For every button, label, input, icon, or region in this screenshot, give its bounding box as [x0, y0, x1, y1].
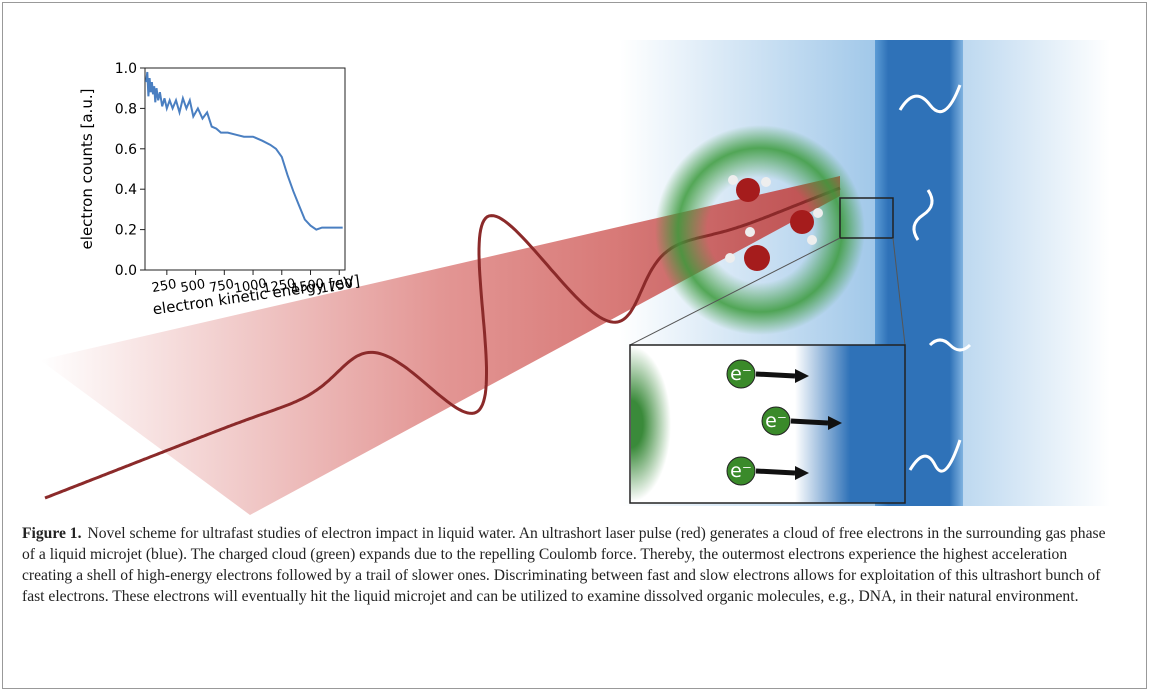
- caption: Figure 1. Novel scheme for ultrafast stud…: [22, 523, 1117, 607]
- zoom-line: [892, 237, 906, 346]
- inset-chart: electron counts [a.u.] electron kinetic …: [78, 61, 361, 319]
- water-molecules: [725, 175, 823, 271]
- x-tick-label: 1000: [233, 276, 268, 297]
- y-tick-label: 0.6: [115, 142, 137, 158]
- x-tick-label: 500: [179, 277, 206, 296]
- zoom-box: [839, 197, 894, 239]
- electron-label: e⁻: [730, 460, 752, 482]
- dna: [898, 84, 972, 473]
- x-tick-label: 1500: [290, 276, 325, 297]
- x-tick-label: 750: [208, 277, 235, 296]
- y-tick-label: 0.8: [115, 101, 137, 117]
- y-axis-label: electron counts [a.u.]: [78, 89, 96, 250]
- laser-beam: [40, 176, 840, 515]
- plot-area: [144, 67, 346, 271]
- x-tick-label: 250: [151, 277, 178, 296]
- y-tick-label: 0.2: [115, 223, 137, 239]
- data-line: [145, 71, 343, 231]
- electron-label: e⁻: [730, 363, 752, 385]
- y-tick-label: 0.4: [115, 182, 137, 198]
- cloud-edge: [631, 346, 711, 502]
- electrons: e⁻ e⁻ e⁻: [726, 359, 842, 486]
- electron-label: e⁻: [765, 410, 787, 432]
- electron-cloud: [655, 125, 865, 335]
- caption-label: Figure 1.: [22, 525, 82, 542]
- y-tick-label: 0.0: [115, 263, 137, 279]
- zoom-line: [629, 237, 841, 346]
- y-tick-label: 1.0: [115, 61, 137, 77]
- caption-text: Novel scheme for ultrafast studies of el…: [22, 525, 1106, 605]
- x-tick-label: 1750: [319, 276, 354, 297]
- x-tick-label: 1250: [262, 276, 297, 297]
- figure: e⁻ e⁻ e⁻ electron counts [a.u.] electron…: [40, 40, 1110, 515]
